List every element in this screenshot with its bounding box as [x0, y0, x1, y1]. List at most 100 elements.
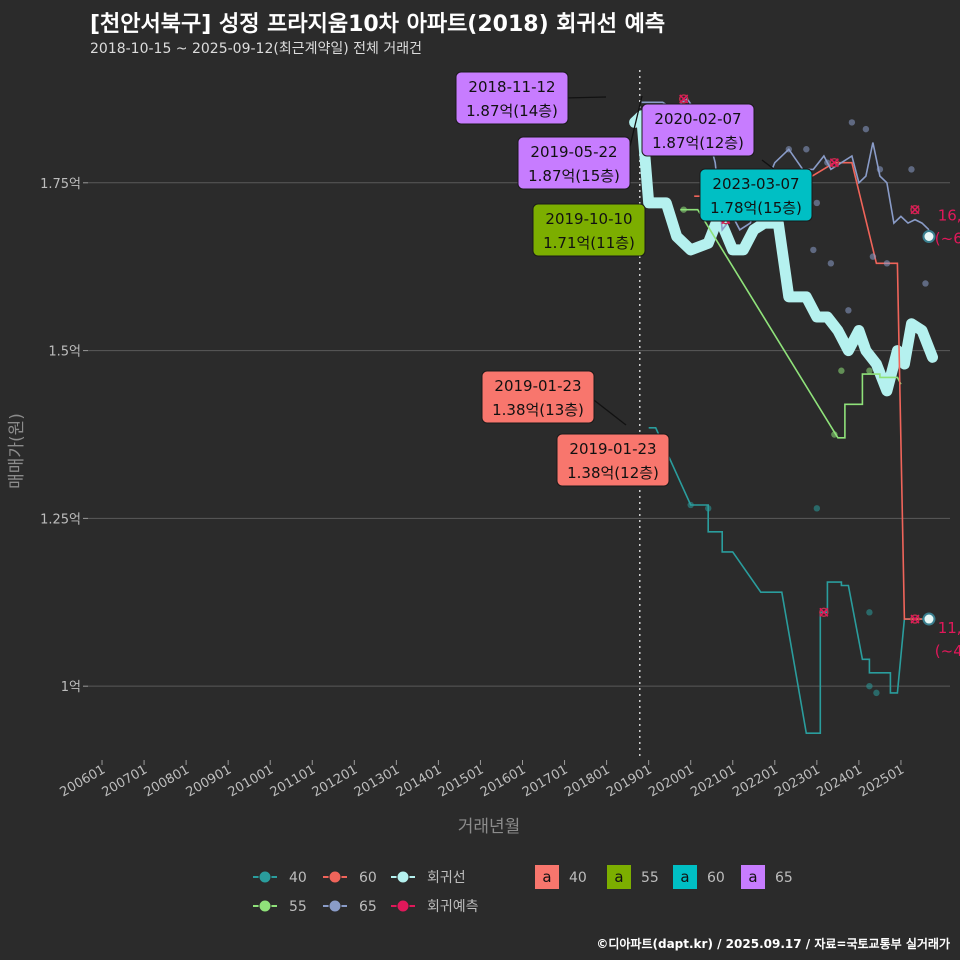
data-point-65	[862, 125, 870, 133]
data-point-55	[831, 431, 838, 438]
data-point-40	[866, 682, 873, 690]
prediction-cross	[819, 607, 829, 617]
data-point-65	[803, 146, 810, 153]
annotation-value: 1.38억(13층)	[492, 401, 584, 419]
y-tick-label: 1.25억	[40, 512, 81, 527]
annotation-date: 2019-01-23	[494, 377, 581, 395]
annotation-value: 1.78억(15층)	[710, 199, 802, 217]
chart-title: [천안서북구] 성정 프라지움10차 아파트(2018) 회귀선 예측	[90, 12, 666, 37]
x-tick-label: 201301	[352, 762, 402, 800]
annotation-leader	[589, 396, 627, 426]
source-caption: ©디아파트(dapt.kr) / 2025.09.17 / 자료=국토교통부 실…	[596, 937, 950, 951]
legend-label: 65	[775, 870, 793, 886]
legend-label: 55	[641, 870, 659, 886]
annotation-date: 2018-11-12	[468, 78, 555, 96]
legend-swatch-glyph: a	[680, 868, 689, 886]
data-point-65	[876, 166, 884, 173]
data-point-55	[838, 367, 845, 374]
legend-label: 40	[569, 870, 587, 886]
annotation-box	[699, 168, 813, 222]
data-point-65	[824, 159, 831, 166]
annotation-value: 1.87억(15층)	[528, 167, 620, 185]
legend-label: 40	[289, 870, 307, 886]
annotation-box	[517, 136, 631, 190]
chart-subtitle: 2018-10-15 ~ 2025-09-12(최근계약일) 전체 거래건	[90, 41, 422, 57]
annotation-date: 2023-03-07	[712, 175, 799, 193]
prediction-mark	[910, 204, 920, 215]
x-tick-label: 201001	[226, 762, 276, 800]
annotation-value: 1.38억(12층)	[567, 464, 659, 482]
x-tick-label: 202101	[688, 762, 738, 800]
legend-label: 60	[707, 870, 725, 886]
annotation-box	[641, 103, 755, 157]
legend-point-swatch	[328, 870, 342, 884]
legend-label-swatch	[607, 865, 631, 889]
data-point-40	[705, 505, 712, 512]
y-tick-label: 1억	[61, 680, 81, 695]
data-point-65	[827, 260, 835, 267]
endpoint-marker	[922, 230, 936, 243]
x-tick-label: 201601	[478, 762, 528, 800]
endpoint-area-label: (~40㎡)	[935, 642, 960, 660]
data-point-40	[687, 501, 694, 509]
endpoint-price-label: 11,000	[938, 619, 960, 637]
annotation-date: 2019-01-23	[569, 440, 656, 458]
data-point-65	[848, 119, 856, 126]
x-tick-label: 201901	[604, 762, 654, 800]
x-tick-label: 201201	[310, 762, 360, 800]
x-tick-label: 202401	[814, 762, 864, 800]
x-tick-label: 201701	[520, 762, 570, 800]
data-point-40	[866, 609, 873, 616]
x-tick-label: 201401	[394, 762, 444, 800]
legend-label-swatch	[741, 865, 765, 889]
x-tick-label: 200701	[100, 762, 150, 800]
legend-label: 회귀선	[427, 870, 466, 886]
x-tick-label: 200801	[142, 762, 192, 800]
annotation-leader	[563, 96, 607, 99]
legend-point-swatch	[396, 870, 410, 884]
prediction-mark	[678, 94, 689, 104]
endpoint-area-label: (~65㎡)	[935, 230, 960, 248]
annotation-value: 1.71억(11층)	[543, 234, 635, 252]
x-tick-label: 202201	[730, 762, 780, 800]
annotation-box	[556, 433, 670, 487]
annotation-date: 2019-10-10	[545, 210, 632, 228]
x-tick-label: 201501	[436, 762, 486, 800]
legend-swatch-glyph: a	[542, 868, 551, 886]
legend-label: 55	[289, 899, 307, 915]
legend-label-swatch	[535, 865, 559, 889]
data-point-65	[908, 166, 915, 173]
prediction-mark	[819, 607, 829, 618]
legend-swatch-glyph: a	[614, 868, 623, 886]
x-tick-label: 200901	[184, 762, 234, 800]
x-tick-label: 202001	[646, 762, 696, 800]
legend-label-swatch	[673, 865, 697, 889]
annotation-date: 2020-02-07	[654, 110, 741, 128]
legend-label: 60	[359, 870, 377, 886]
legend-point-swatch	[328, 899, 342, 913]
data-point-65	[785, 146, 793, 153]
x-tick-label: 202501	[856, 762, 906, 800]
data-point-65	[813, 199, 821, 207]
legend-point-swatch	[396, 899, 410, 913]
x-tick-label: 200601	[58, 762, 108, 800]
annotation-date: 2019-05-22	[530, 143, 617, 161]
prediction-cross	[910, 614, 920, 624]
prediction-cross	[910, 205, 920, 215]
x-tick-label: 201801	[562, 762, 612, 800]
data-point-65	[869, 253, 877, 260]
data-point-40	[813, 505, 821, 512]
series-line-55	[680, 208, 902, 439]
y-tick-label: 1.75억	[40, 177, 81, 192]
annotation-box	[455, 71, 569, 125]
data-point-65	[810, 246, 817, 254]
prediction-cross	[679, 94, 689, 104]
annotation-value: 1.87억(14층)	[466, 102, 558, 120]
data-point-55	[866, 367, 873, 374]
y-axis-title: 매매가(원)	[7, 413, 27, 489]
legend-point-swatch	[258, 870, 272, 884]
annotation-box	[532, 203, 646, 257]
prediction-cross	[829, 158, 839, 168]
endpoint-marker	[922, 612, 936, 626]
annotation-box	[481, 370, 595, 424]
